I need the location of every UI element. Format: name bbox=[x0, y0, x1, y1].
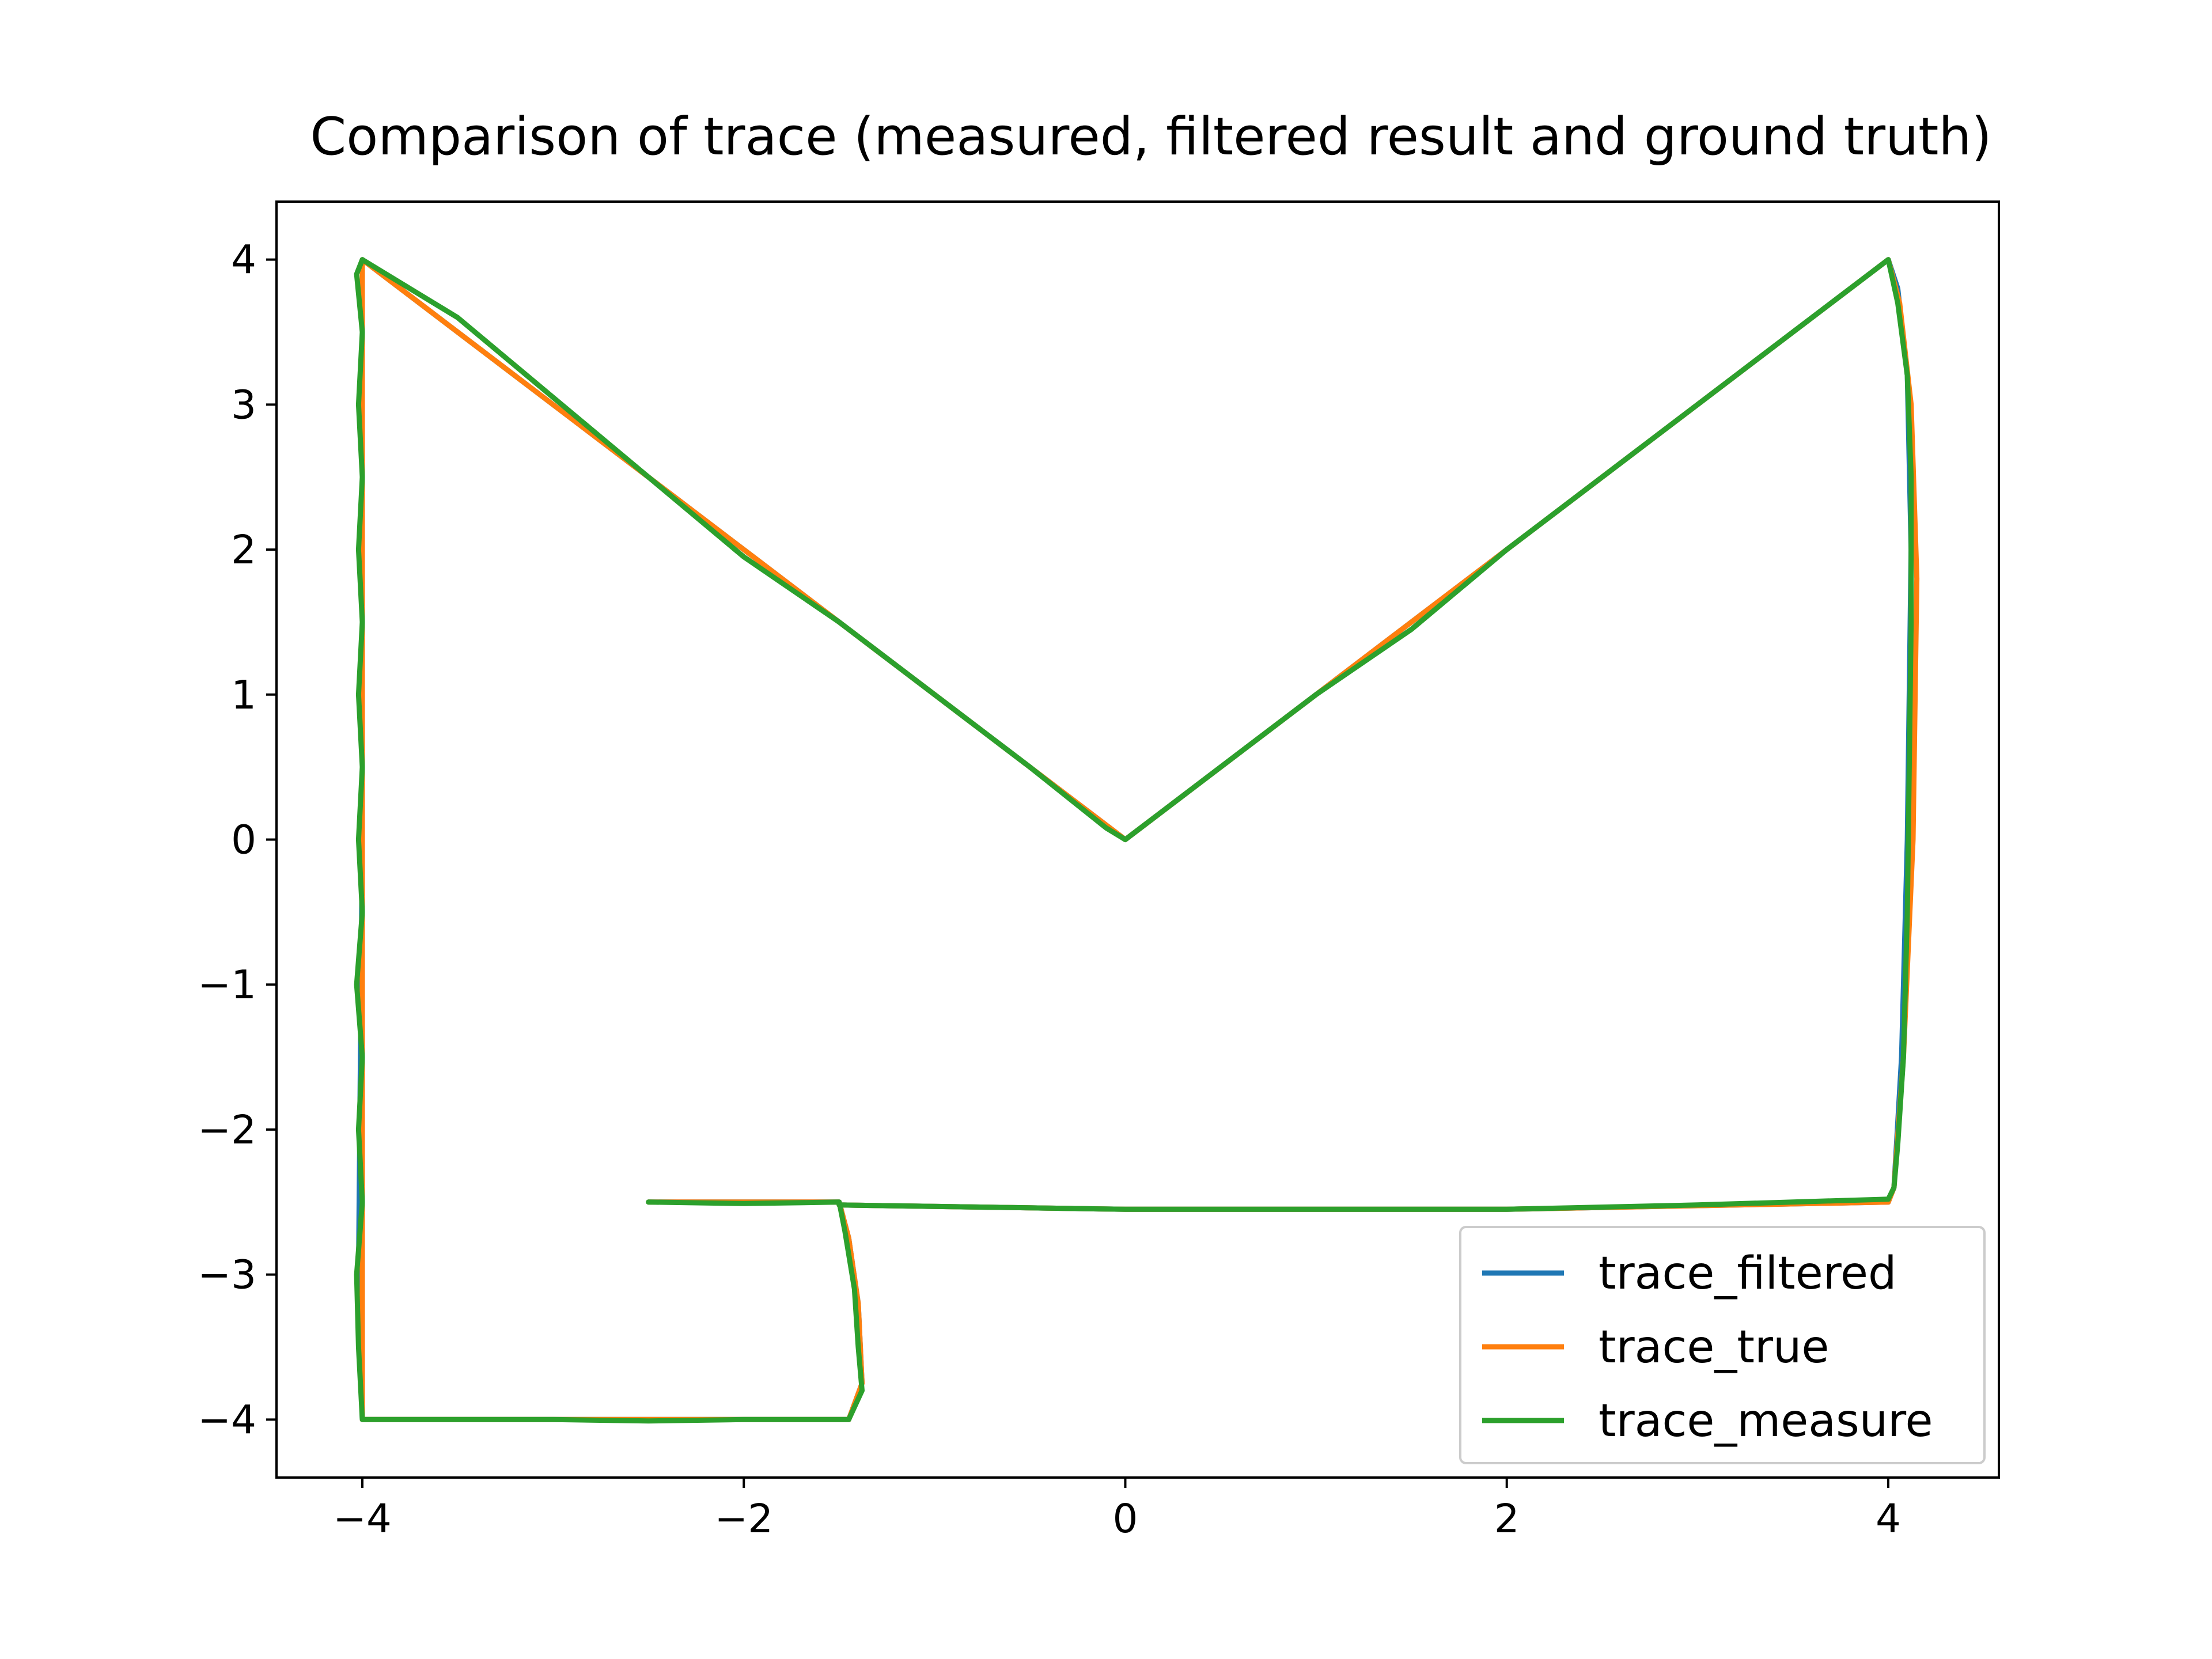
legend-label: trace_true bbox=[1599, 1321, 1829, 1373]
legend-label: trace_measure bbox=[1599, 1395, 1933, 1447]
y-tick-label: 4 bbox=[231, 237, 256, 283]
y-axis: 4 3 2 1 0 −1 −2 −3 −4 bbox=[198, 237, 276, 1443]
y-tick-label: 1 bbox=[231, 672, 256, 718]
y-tick-label: 0 bbox=[231, 817, 256, 863]
legend-label: trace_filtered bbox=[1599, 1248, 1897, 1300]
x-tick-label: 2 bbox=[1494, 1496, 1520, 1542]
y-tick-label: −1 bbox=[198, 962, 256, 1008]
y-tick-label: −2 bbox=[198, 1107, 256, 1153]
chart-title: Comparison of trace (measured, filtered … bbox=[310, 107, 1991, 167]
x-tick-label: 4 bbox=[1876, 1496, 1901, 1542]
y-tick-label: −4 bbox=[198, 1397, 256, 1443]
x-tick-label: −2 bbox=[714, 1496, 773, 1542]
y-tick-label: 3 bbox=[231, 382, 256, 428]
series-line-trace-measure bbox=[354, 257, 1914, 1424]
y-tick-label: −3 bbox=[198, 1252, 256, 1298]
series-layer bbox=[354, 257, 1920, 1424]
x-axis: −4 −2 0 2 4 bbox=[333, 1478, 1901, 1542]
x-tick-label: 0 bbox=[1113, 1496, 1138, 1542]
y-tick-label: 2 bbox=[231, 527, 256, 573]
legend-box bbox=[1459, 1226, 1986, 1464]
x-tick-label: −4 bbox=[333, 1496, 392, 1542]
legend: trace_filtered trace_true trace_measure bbox=[1459, 1226, 1986, 1464]
